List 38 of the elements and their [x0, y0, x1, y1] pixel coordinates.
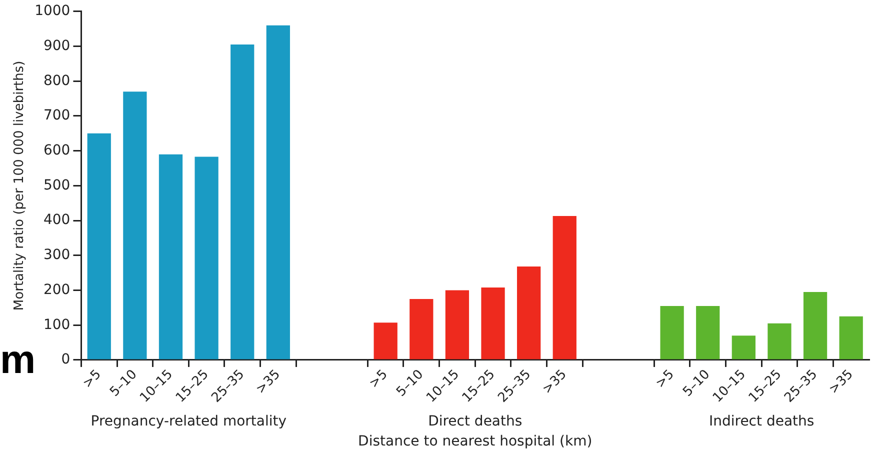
bar [803, 292, 828, 360]
bar [445, 290, 470, 360]
y-tick-label: 700 [43, 108, 70, 124]
y-tick-label: 100 [43, 316, 70, 333]
text: m [0, 338, 36, 382]
y-tick-label: 0 [61, 352, 70, 368]
y-tick-label: 1000 [34, 3, 70, 20]
y-tick-label: 600 [43, 142, 70, 158]
text: Direct deaths [428, 414, 522, 430]
x-axis-title: Distance to nearest hospital (km) [358, 434, 592, 450]
bar [481, 287, 505, 360]
y-tick-label: 500 [43, 177, 70, 194]
x-tick-label: >5 [80, 367, 104, 392]
bar [517, 266, 541, 360]
y-tick-label: 200 [43, 282, 70, 298]
bar [696, 306, 720, 360]
text: Pregnancy-related mortality [90, 414, 287, 430]
bar [230, 44, 254, 360]
x-tick-label: >5 [366, 367, 391, 392]
bar [194, 156, 218, 360]
y-axis-title: Mortality ratio (per 100 000 livebirths) [12, 60, 28, 311]
bar [87, 133, 111, 360]
y-tick-label: 900 [43, 38, 70, 54]
bar [768, 323, 792, 360]
bar [123, 92, 147, 360]
bar [374, 322, 398, 360]
bar [158, 154, 183, 360]
y-tick-label: 400 [43, 212, 70, 228]
bar [266, 25, 290, 360]
bar [410, 298, 434, 360]
bar [660, 306, 684, 360]
y-tick-label: 800 [43, 72, 70, 89]
bar [552, 216, 576, 360]
bar [839, 316, 863, 360]
y-tick-label: 300 [43, 247, 70, 264]
bar [732, 336, 756, 360]
text: Indirect deaths [708, 414, 814, 430]
x-tick-label: >5 [653, 367, 678, 392]
